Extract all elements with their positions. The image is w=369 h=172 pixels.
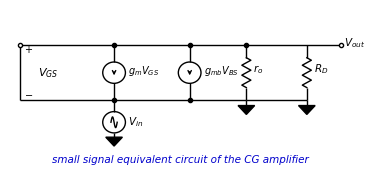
Text: $V_{GS}$: $V_{GS}$ <box>38 66 59 80</box>
Text: $r_o$: $r_o$ <box>253 63 263 76</box>
Text: $g_m V_{GS}$: $g_m V_{GS}$ <box>128 64 160 78</box>
Polygon shape <box>106 137 123 146</box>
Text: $V_{out}$: $V_{out}$ <box>344 36 365 50</box>
Text: $V_{in}$: $V_{in}$ <box>128 115 144 129</box>
Text: $g_{mb}V_{BS}$: $g_{mb}V_{BS}$ <box>204 64 239 78</box>
Polygon shape <box>299 106 315 114</box>
Polygon shape <box>238 106 255 114</box>
Text: $-$: $-$ <box>24 89 33 99</box>
Text: $R_D$: $R_D$ <box>314 62 328 76</box>
Text: small signal equivalent circuit of the CG amplifier: small signal equivalent circuit of the C… <box>52 155 308 165</box>
Text: +: + <box>24 45 32 55</box>
